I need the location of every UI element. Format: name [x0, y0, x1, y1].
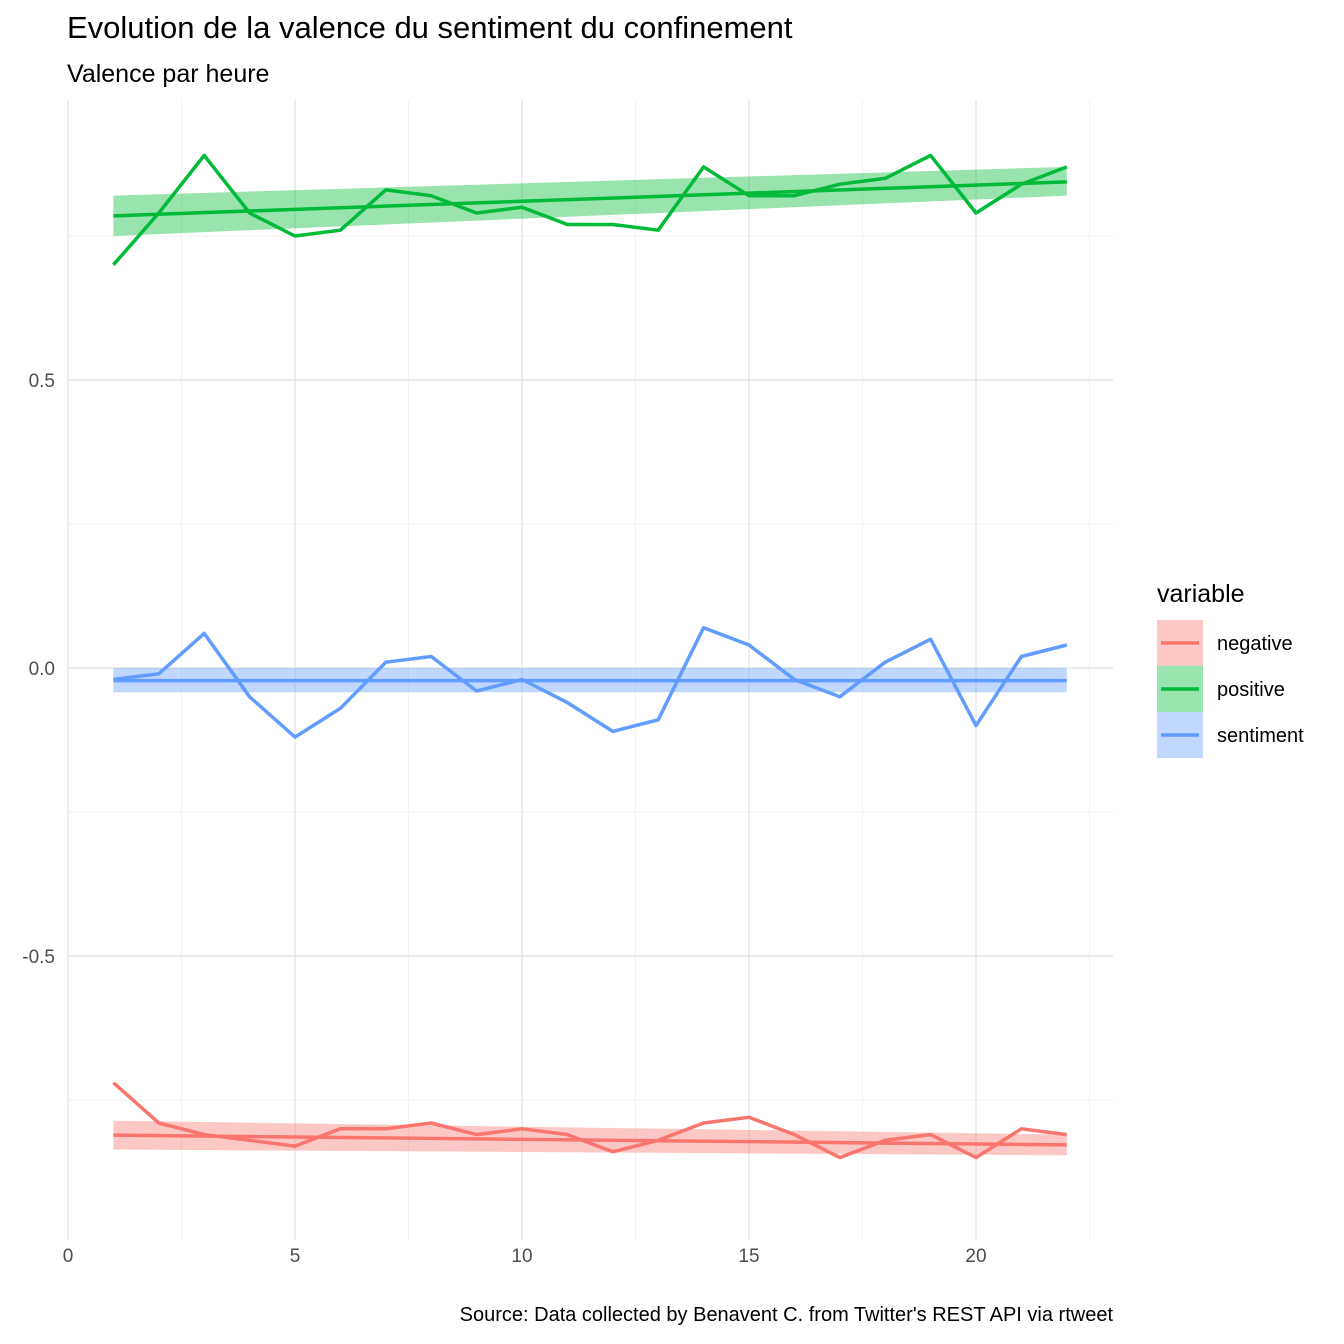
confidence-bands — [113, 166, 1067, 1156]
legend-label-negative: negative — [1217, 633, 1293, 655]
y-axis-ticks: -0.5 0.0 0.5 — [22, 371, 55, 968]
legend-label-sentiment: sentiment — [1217, 725, 1304, 747]
chart-title: Evolution de la valence du sentiment du … — [67, 10, 793, 45]
grid-major — [67, 100, 1113, 1240]
legend: variable negative positive sentiment — [1157, 580, 1304, 758]
trend-positive — [113, 180, 1067, 218]
x-axis-ticks: 0 5 10 15 20 — [63, 1246, 987, 1267]
series-lines — [112, 153, 1068, 1160]
line-negative — [112, 1081, 1068, 1160]
trend-lines — [113, 180, 1067, 1147]
y-tick-label: 0.0 — [29, 659, 55, 680]
line-positive — [112, 153, 1068, 266]
x-tick-label: 0 — [63, 1246, 74, 1267]
grid-minor — [68, 100, 1113, 1240]
y-tick-label: -0.5 — [22, 947, 55, 968]
chart-caption: Source: Data collected by Benavent C. fr… — [459, 1304, 1113, 1326]
x-tick-label: 10 — [511, 1246, 532, 1267]
legend-label-positive: positive — [1217, 679, 1285, 701]
y-tick-label: 0.5 — [29, 371, 55, 392]
trend-negative — [113, 1133, 1067, 1147]
x-tick-label: 20 — [965, 1246, 986, 1267]
legend-title: variable — [1157, 580, 1245, 608]
line-sentiment — [113, 625, 1068, 739]
x-tick-label: 15 — [738, 1246, 759, 1267]
x-tick-label: 5 — [290, 1246, 301, 1267]
chart-subtitle: Valence par heure — [67, 60, 270, 88]
